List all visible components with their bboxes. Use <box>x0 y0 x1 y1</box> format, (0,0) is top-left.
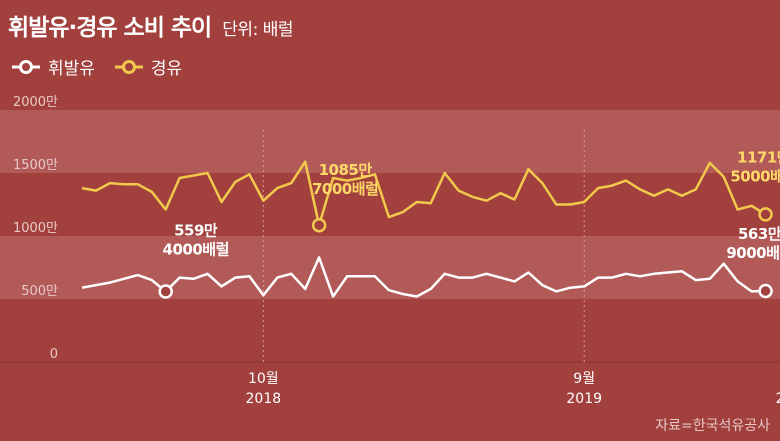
band-500-1000 <box>0 236 780 299</box>
annotation-label-value: 1085만 <box>319 161 373 179</box>
y-tick-label: 1000만 <box>13 221 58 236</box>
x-tick-year: 2018 <box>246 391 282 407</box>
annotation-label-unit: 5000배럴 <box>730 167 780 185</box>
annotation-label-unit: 7000배럴 <box>312 180 378 198</box>
legend-marker-diesel <box>114 59 143 74</box>
annotation-label-unit: 4000배럴 <box>163 241 229 259</box>
annotation-label-value: 559만 <box>174 222 218 240</box>
x-tick-year: 2022 <box>776 391 780 407</box>
annotation-label-value: 563만 <box>738 225 780 243</box>
chart-title-row: 휘발유·경유 소비 추이 단위: 배럴 <box>8 8 293 42</box>
y-tick-label: 2000만 <box>13 95 58 110</box>
band-1500-2000 <box>0 110 780 173</box>
legend-item-diesel: 경유 <box>113 54 182 79</box>
annotation-marker <box>311 217 327 233</box>
series-line-diesel <box>81 160 767 227</box>
annotation-marker <box>158 284 173 299</box>
source-label: 자료=한국석유공사 <box>655 418 770 434</box>
y-tick-label: 1500만 <box>13 158 58 173</box>
legend-label-gasoline: 휘발유 <box>48 59 95 79</box>
legend-label-diesel: 경유 <box>150 59 183 79</box>
x-tick-year: 2019 <box>566 391 602 407</box>
annotation-label-value: 1171만 <box>737 148 780 166</box>
x-tick-month: 10월 <box>248 371 279 387</box>
series-line-gasoline <box>81 256 766 298</box>
annotation-label-unit: 9000배럴 <box>726 244 780 262</box>
annotation-marker <box>758 283 773 299</box>
legend-item-gasoline: 휘발유 <box>10 54 95 79</box>
y-tick-label: 0 <box>50 347 58 362</box>
unit-label: 단위: 배럴 <box>222 20 293 40</box>
chart-title: 휘발유·경유 소비 추이 <box>8 15 212 41</box>
annotation-marker <box>758 207 773 222</box>
legend-marker-gasoline <box>12 59 40 74</box>
legend: 휘발유 경유 <box>10 54 200 79</box>
x-tick-month: 9월 <box>573 371 595 387</box>
y-tick-label: 500만 <box>21 284 58 299</box>
